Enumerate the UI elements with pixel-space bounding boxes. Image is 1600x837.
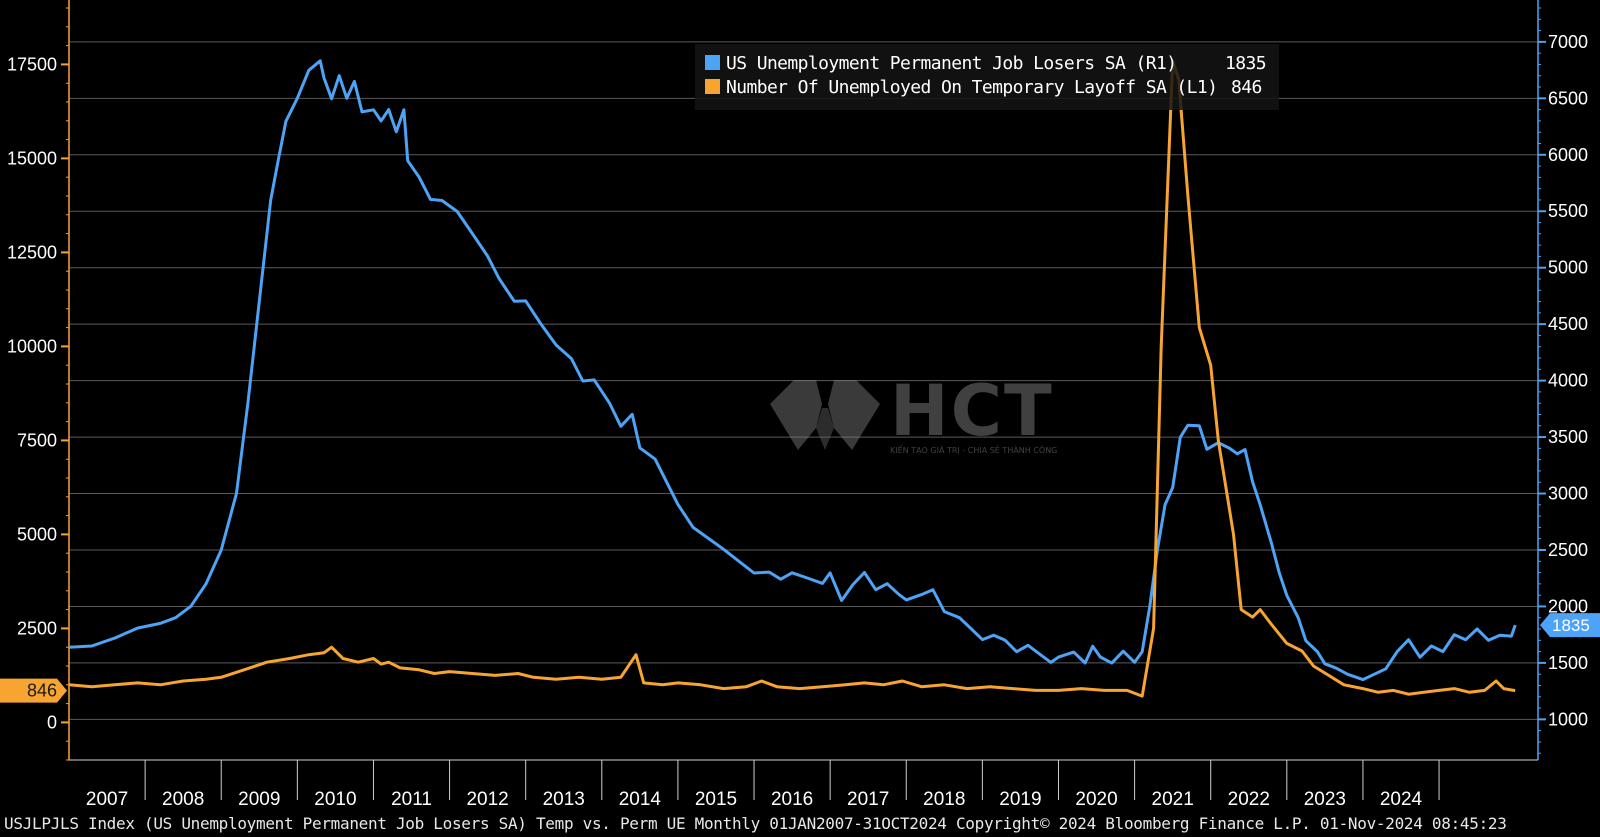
right-tick-label: 6500 xyxy=(1548,88,1588,108)
right-tick-label: 4500 xyxy=(1548,314,1588,334)
x-tick-label: 2013 xyxy=(543,789,585,810)
left-value-badge-label: 846 xyxy=(27,681,57,701)
right-tick-label: 6000 xyxy=(1548,145,1588,165)
left-tick-label: 15000 xyxy=(7,148,57,168)
legend-value: 846 xyxy=(1231,77,1262,98)
right-tick-label: 2500 xyxy=(1548,540,1588,560)
x-tick-label: 2020 xyxy=(1075,789,1117,810)
x-axis: 2007 2008 2009 2010 2011 2012 2013 2014 2015 2016… xyxy=(86,760,1440,810)
right-axis: 1000 1500 2000 2500 3000 3500 4000 4500 5000 5500… xyxy=(1538,7,1588,754)
legend-label: Number Of Unemployed On Temporary Layoff… xyxy=(726,77,1218,98)
right-tick-label: 3000 xyxy=(1548,484,1588,504)
legend-swatch-icon xyxy=(705,55,720,70)
left-tick-label: 0 xyxy=(47,712,57,732)
x-tick-label: 2012 xyxy=(466,789,508,810)
right-tick-label: 7000 xyxy=(1548,32,1588,52)
x-tick-label: 2024 xyxy=(1380,789,1423,810)
left-tick-label: 2500 xyxy=(17,618,57,638)
watermark-subtext: KIẾN TẠO GIÁ TRỊ - CHIA SẺ THÀNH CÔNG xyxy=(890,446,1058,455)
x-tick-label: 2014 xyxy=(619,789,662,810)
value-badges: 1835 846 xyxy=(0,613,1600,703)
left-tick-label: 7500 xyxy=(17,430,57,450)
grid-lines xyxy=(69,41,1538,720)
series-line-permanent-job-losers xyxy=(68,59,1517,682)
left-tick-label: 5000 xyxy=(17,524,57,544)
x-tick-label: 2015 xyxy=(695,789,737,810)
series-layer xyxy=(68,59,1517,698)
x-tick-label: 2022 xyxy=(1228,789,1270,810)
watermark-text: HCT xyxy=(890,370,1054,452)
x-tick-label: 2007 xyxy=(86,789,128,810)
legend-entry-temporary: Number Of Unemployed On Temporary Layoff… xyxy=(705,77,1262,101)
x-tick-label: 2019 xyxy=(999,789,1041,810)
legend-value: 1835 xyxy=(1225,53,1267,74)
legend-swatch-icon xyxy=(705,79,720,94)
x-tick-label: 2009 xyxy=(238,789,280,810)
watermark: HCT KIẾN TẠO GIÁ TRỊ - CHIA SẺ THÀNH CÔN… xyxy=(770,376,1060,462)
right-tick-label: 2000 xyxy=(1548,596,1588,616)
x-tick-label: 2021 xyxy=(1152,789,1194,810)
left-value-badge xyxy=(0,678,67,703)
left-tick-label: 12500 xyxy=(7,242,57,262)
right-tick-label: 5000 xyxy=(1548,258,1588,278)
right-tick-label: 5500 xyxy=(1548,201,1588,221)
legend-label: US Unemployment Permanent Job Losers SA … xyxy=(726,53,1177,74)
left-tick-label: 17500 xyxy=(7,54,57,74)
left-tick-label: 10000 xyxy=(7,336,57,356)
legend: US Unemployment Permanent Job Losers SA … xyxy=(695,44,1279,110)
x-tick-label: 2011 xyxy=(391,789,432,810)
right-tick-label: 3500 xyxy=(1548,427,1588,447)
right-value-badge xyxy=(1540,613,1600,638)
footer-caption: USJLPJLS Index (US Unemployment Permanen… xyxy=(4,814,1507,833)
right-tick-label: 1000 xyxy=(1548,709,1588,729)
x-tick-label: 2017 xyxy=(847,789,889,810)
left-axis: 0 2500 5000 7500 10000 12500 15000 17500 xyxy=(7,7,69,761)
x-tick-label: 2023 xyxy=(1304,789,1346,810)
series-line-temporary-layoff xyxy=(68,59,1516,698)
x-tick-label: 2010 xyxy=(314,789,356,810)
x-tick-label: 2018 xyxy=(923,789,965,810)
diamond-logo-icon xyxy=(770,380,880,450)
right-tick-label: 1500 xyxy=(1548,653,1588,673)
right-value-badge-label: 1835 xyxy=(1552,616,1590,635)
x-tick-label: 2008 xyxy=(162,789,204,810)
x-tick-label: 2016 xyxy=(771,789,813,810)
right-tick-label: 4000 xyxy=(1548,371,1588,391)
legend-entry-permanent: US Unemployment Permanent Job Losers SA … xyxy=(705,53,1267,77)
